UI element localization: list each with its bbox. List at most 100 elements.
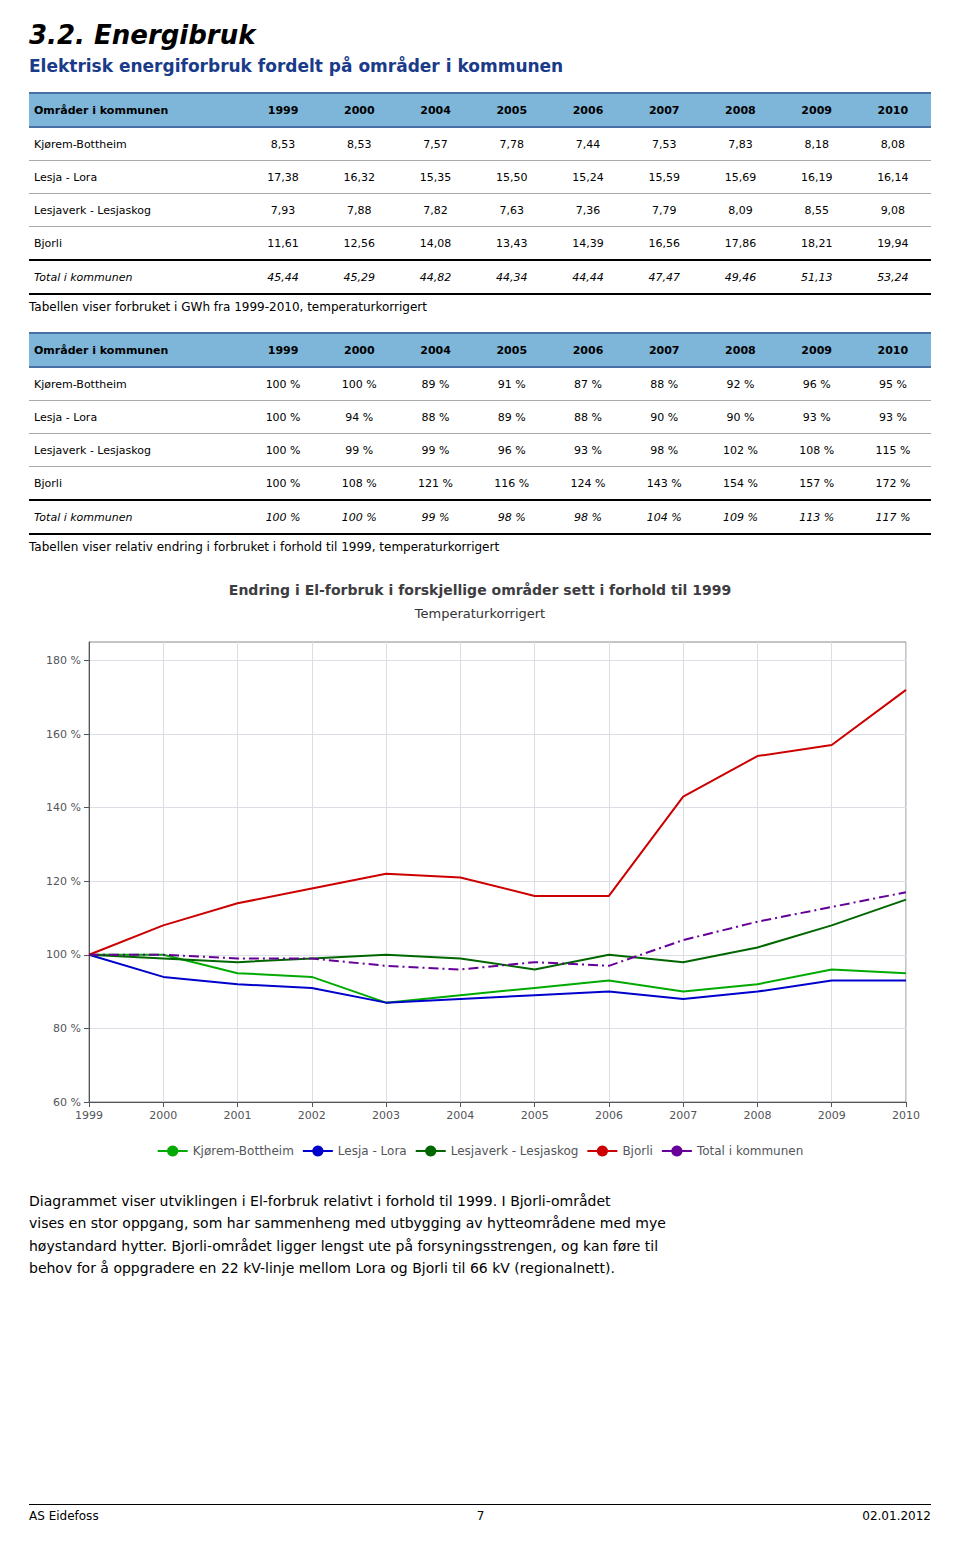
html-text:Tabellen viser forbruket i GWh: Tabellen viser forbruket i GWh fra 1999-… bbox=[29, 300, 427, 314]
html-text:7,63: 7,63 bbox=[499, 203, 524, 217]
html-text:44,34: 44,34 bbox=[496, 270, 528, 284]
html-text:2006: 2006 bbox=[572, 103, 604, 117]
html-text:3.2. Energibruk: 3.2. Energibruk bbox=[29, 20, 256, 50]
html-text:47,47: 47,47 bbox=[648, 270, 680, 284]
html-text:7,88: 7,88 bbox=[347, 203, 372, 217]
html-text:Lesja - Lora: Lesja - Lora bbox=[34, 170, 98, 184]
svg-text:2008: 2008 bbox=[743, 1109, 771, 1122]
html-text:15,69: 15,69 bbox=[724, 170, 757, 184]
html-text:7,36: 7,36 bbox=[575, 203, 601, 217]
html-text:14,08: 14,08 bbox=[419, 236, 452, 250]
svg-text:2000: 2000 bbox=[149, 1109, 177, 1122]
html-text:53,24: 53,24 bbox=[877, 270, 909, 284]
html-text:2010: 2010 bbox=[877, 103, 909, 117]
svg-text:120 %: 120 % bbox=[46, 875, 81, 888]
svg-text:Total i kommunen: Total i kommunen bbox=[696, 1144, 803, 1158]
html-text:Diagrammet viser utviklingen i: Diagrammet viser utviklingen i El-forbru… bbox=[29, 1193, 666, 1277]
html-text:Bjorli: Bjorli bbox=[34, 236, 62, 250]
svg-text:2003: 2003 bbox=[372, 1109, 400, 1122]
html-text:2000: 2000 bbox=[344, 103, 375, 117]
html-text:2008: 2008 bbox=[725, 343, 756, 357]
html-text:8,08: 8,08 bbox=[880, 137, 906, 151]
html-text:7,83: 7,83 bbox=[728, 137, 753, 151]
html-text:8,53: 8,53 bbox=[347, 137, 372, 151]
html-text:7,53: 7,53 bbox=[652, 137, 677, 151]
html-text:2009: 2009 bbox=[801, 103, 832, 117]
html-text:2000: 2000 bbox=[344, 343, 375, 357]
html-text:44,44: 44,44 bbox=[572, 270, 604, 284]
svg-text:60 %: 60 % bbox=[53, 1096, 81, 1109]
svg-text:2009: 2009 bbox=[818, 1109, 846, 1122]
svg-text:Lesja - Lora: Lesja - Lora bbox=[338, 1144, 407, 1158]
html-text:16,19: 16,19 bbox=[800, 170, 833, 184]
svg-text:80 %: 80 % bbox=[53, 1022, 81, 1035]
html-text:16,32: 16,32 bbox=[343, 170, 376, 184]
html-text:15,59: 15,59 bbox=[648, 170, 680, 184]
svg-text:Lesjaverk - Lesjaskog: Lesjaverk - Lesjaskog bbox=[451, 1144, 579, 1158]
svg-text:Endring i El-forbruk i forskje: Endring i El-forbruk i forskjellige områ… bbox=[229, 582, 731, 598]
svg-text:1999: 1999 bbox=[75, 1109, 103, 1122]
html-text:8,55: 8,55 bbox=[804, 203, 829, 217]
svg-text:2005: 2005 bbox=[521, 1109, 549, 1122]
svg-text:2006: 2006 bbox=[595, 1109, 623, 1122]
html-text:2010: 2010 bbox=[877, 343, 909, 357]
svg-text:2010: 2010 bbox=[892, 1109, 920, 1122]
html-text:7,78: 7,78 bbox=[499, 137, 524, 151]
svg-text:2001: 2001 bbox=[224, 1109, 252, 1122]
html-text:7,44: 7,44 bbox=[575, 137, 601, 151]
html-text:7,57: 7,57 bbox=[423, 137, 448, 151]
html-text:Områder i kommunen: Områder i kommunen bbox=[34, 343, 169, 357]
html-text:1999: 1999 bbox=[267, 343, 299, 357]
html-text:2006: 2006 bbox=[572, 343, 604, 357]
html-text:17,86: 17,86 bbox=[724, 236, 757, 250]
svg-text:2002: 2002 bbox=[298, 1109, 326, 1122]
svg-text:Kjørem-Bottheim: Kjørem-Bottheim bbox=[193, 1144, 294, 1158]
html-text:2004: 2004 bbox=[420, 103, 451, 117]
html-text:45,44: 45,44 bbox=[267, 270, 299, 284]
html-text:51,13: 51,13 bbox=[800, 270, 833, 284]
html-text:2004: 2004 bbox=[420, 343, 451, 357]
html-text:18,21: 18,21 bbox=[800, 236, 833, 250]
html-text:11,61: 11,61 bbox=[267, 236, 299, 250]
html-text:15,24: 15,24 bbox=[572, 170, 604, 184]
html-text:45,29: 45,29 bbox=[343, 270, 376, 284]
svg-text:Temperaturkorrigert: Temperaturkorrigert bbox=[414, 606, 545, 621]
html-text:1999: 1999 bbox=[267, 103, 299, 117]
html-text:2007: 2007 bbox=[648, 343, 680, 357]
html-text:Elektrisk energiforbruk fordel: Elektrisk energiforbruk fordelt på områd… bbox=[29, 56, 564, 76]
html-text:Lesjaverk - Lesjaskog: Lesjaverk - Lesjaskog bbox=[34, 203, 151, 217]
html-text:14,39: 14,39 bbox=[572, 236, 604, 250]
html-text:16,14: 16,14 bbox=[877, 170, 909, 184]
html-text:2005: 2005 bbox=[496, 343, 528, 357]
html-text:16,56: 16,56 bbox=[648, 236, 680, 250]
html-text:9,08: 9,08 bbox=[880, 203, 906, 217]
html-text:13,43: 13,43 bbox=[496, 236, 528, 250]
html-text:8,53: 8,53 bbox=[270, 137, 296, 151]
html-text:17,38: 17,38 bbox=[267, 170, 299, 184]
html-text:8,09: 8,09 bbox=[728, 203, 753, 217]
svg-text:180 %: 180 % bbox=[46, 654, 81, 667]
html-text:19,94: 19,94 bbox=[877, 236, 909, 250]
html-text:2007: 2007 bbox=[648, 103, 680, 117]
html-text:44,82: 44,82 bbox=[419, 270, 452, 284]
html-text:15,50: 15,50 bbox=[496, 170, 528, 184]
html-text:7,93: 7,93 bbox=[270, 203, 296, 217]
svg-text:140 %: 140 % bbox=[46, 801, 81, 814]
html-text:Områder i kommunen: Områder i kommunen bbox=[34, 103, 169, 117]
html-text:7,79: 7,79 bbox=[652, 203, 677, 217]
svg-text:2007: 2007 bbox=[669, 1109, 697, 1122]
html-text:Total i kommunen: Total i kommunen bbox=[34, 270, 133, 284]
html-text:49,46: 49,46 bbox=[724, 270, 757, 284]
html-text:12,56: 12,56 bbox=[343, 236, 376, 250]
html-text:2008: 2008 bbox=[725, 103, 756, 117]
svg-text:160 %: 160 % bbox=[46, 728, 81, 741]
html-text:8,18: 8,18 bbox=[804, 137, 829, 151]
html-text:15,35: 15,35 bbox=[419, 170, 452, 184]
svg-text:100 %: 100 % bbox=[46, 948, 81, 961]
html-text:7,82: 7,82 bbox=[423, 203, 448, 217]
html-text:Kjørem-Bottheim: Kjørem-Bottheim bbox=[34, 137, 127, 151]
html-text:2005: 2005 bbox=[496, 103, 528, 117]
svg-text:2004: 2004 bbox=[446, 1109, 474, 1122]
svg-text:Bjorli: Bjorli bbox=[622, 1144, 653, 1158]
html-text:2009: 2009 bbox=[801, 343, 832, 357]
